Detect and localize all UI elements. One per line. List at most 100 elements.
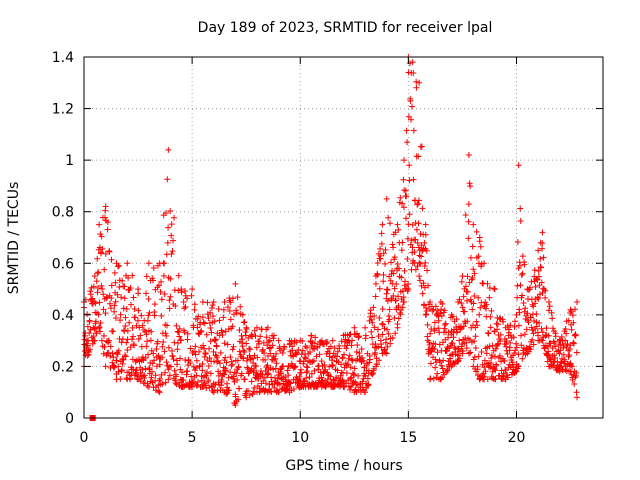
data-point [346,331,353,338]
data-point [205,377,212,384]
data-point [226,387,233,394]
data-point [227,299,234,306]
data-point [465,201,472,208]
data-point [93,278,100,285]
data-point [533,323,540,330]
data-point [549,315,556,322]
data-point [215,305,222,312]
data-point [236,385,243,392]
data-point [314,344,321,351]
data-point [301,378,308,385]
data-point [143,290,150,297]
data-point [146,309,153,316]
data-point [286,389,293,396]
data-point [261,350,268,357]
data-point [360,357,367,364]
data-point [175,379,182,386]
data-point [556,337,563,344]
data-point [470,300,477,307]
data-point [574,298,581,305]
data-point [236,327,243,334]
data-point [362,332,369,339]
data-point [184,336,191,343]
data-point [485,330,492,337]
data-point [99,246,106,253]
data-point [470,266,477,273]
data-point [458,278,465,285]
data-point [130,333,137,340]
data-point [113,376,120,383]
data-point [523,326,530,333]
data-point [368,328,375,335]
data-point [545,363,552,370]
data-point [393,280,400,287]
axis-ticks: 0 0.2 0.4 0.6 0.8 1 1.2 1.4 0 5 10 15 20 [52,50,603,446]
data-point [557,341,564,348]
data-point [112,298,119,305]
data-point [87,291,94,298]
data-point [239,336,246,343]
data-point [125,369,132,376]
data-point [376,314,383,321]
data-point [481,364,488,371]
data-point [507,322,514,329]
data-point [371,324,378,331]
data-point [104,219,111,226]
data-point [446,345,453,352]
data-point [515,162,522,169]
data-point [307,382,314,389]
data-point [250,388,257,395]
x-tick-label: 0 [80,430,89,446]
data-point [206,355,213,362]
data-point [487,324,494,331]
data-point [390,244,397,251]
data-point [413,78,420,85]
data-point [464,318,471,325]
data-point [423,308,430,315]
data-point [424,321,431,328]
data-point [542,294,549,301]
data-point [473,254,480,261]
data-point [174,361,181,368]
data-point [384,326,391,333]
data-point [107,343,114,350]
data-point [392,330,399,337]
data-point [501,357,508,364]
data-point [421,263,428,270]
data-point [549,325,556,332]
data-point [290,385,297,392]
data-point [381,346,388,353]
data-point [259,346,266,353]
data-point [445,334,452,341]
data-point [385,312,392,319]
data-point [98,282,105,289]
data-point [225,304,232,311]
data-point [122,314,129,321]
data-point [164,322,171,329]
data-point [172,302,179,309]
data-point [129,324,136,331]
data-point [200,342,207,349]
data-point [437,298,444,305]
data-point [240,319,247,326]
data-point [364,375,371,382]
data-point [519,270,526,277]
data-point [158,371,165,378]
data-point [292,363,299,370]
data-point [515,363,522,370]
data-point [481,376,488,383]
data-point [232,393,239,400]
data-point [471,338,478,345]
data-point [230,343,237,350]
data-point [195,313,202,320]
data-point [441,307,448,314]
data-point [403,215,410,222]
data-point [392,297,399,304]
y-tick-label: 0.8 [52,205,74,221]
data-point [366,356,373,363]
data-point [95,269,102,276]
data-point [113,260,120,267]
data-point [427,360,434,367]
data-point [316,351,323,358]
data-point [135,376,142,383]
